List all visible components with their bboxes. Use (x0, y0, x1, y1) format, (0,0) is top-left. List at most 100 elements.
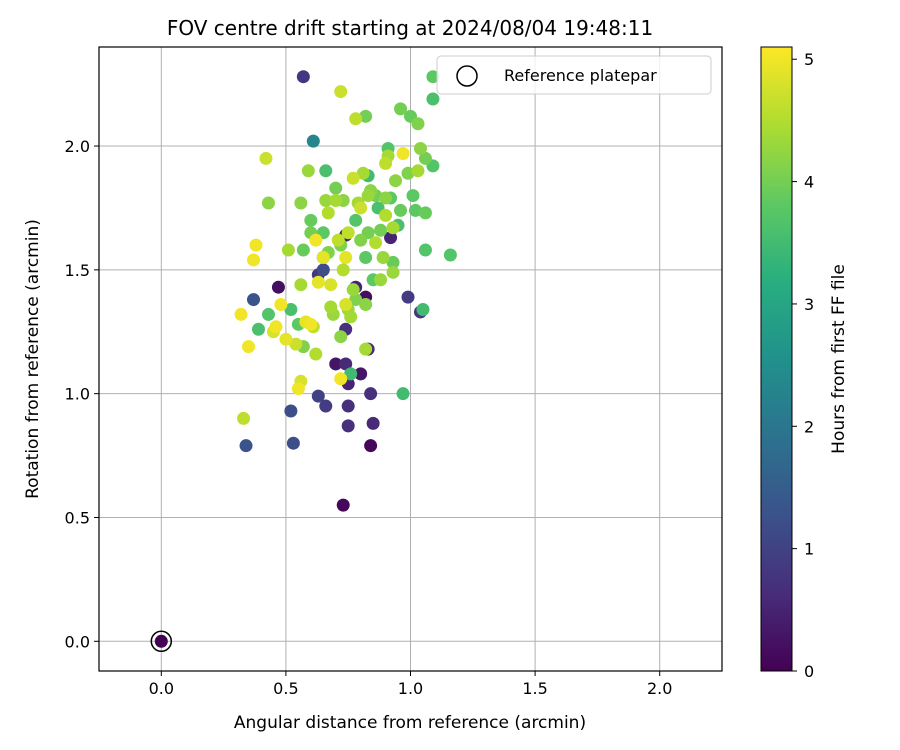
data-point (281, 243, 295, 257)
x-tick-label: 1.0 (398, 679, 423, 698)
data-point (334, 330, 348, 344)
x-tick-label: 0.5 (273, 679, 298, 698)
data-point (406, 189, 420, 203)
data-point (359, 250, 373, 264)
data-point (309, 347, 323, 361)
data-point (247, 293, 261, 307)
data-point (319, 194, 333, 208)
data-point (384, 231, 398, 245)
data-point (341, 226, 355, 240)
legend-entry-reference-platepar: Reference platepar (504, 66, 657, 85)
data-point (294, 278, 308, 292)
y-axis-label: Rotation from reference (arcmin) (23, 219, 43, 499)
data-point (296, 70, 310, 84)
data-point (331, 233, 345, 247)
data-point (304, 213, 318, 227)
data-point (329, 194, 343, 208)
x-tick-label: 2.0 (647, 679, 672, 698)
data-point (349, 293, 363, 307)
data-point (379, 156, 393, 170)
data-point (354, 233, 368, 247)
data-point (386, 221, 400, 235)
colorbar-gradient (760, 46, 793, 672)
data-point (329, 181, 343, 195)
data-point (291, 382, 305, 396)
legend-reference-marker (456, 65, 478, 87)
data-point (284, 302, 298, 316)
colorbar-tick-label: 5 (804, 50, 814, 69)
data-point (339, 298, 353, 312)
data-point (306, 134, 320, 148)
data-point (396, 146, 410, 160)
data-point (271, 280, 285, 294)
data-point (379, 208, 393, 222)
y-tick-label: 1.0 (65, 385, 90, 404)
data-point (341, 419, 355, 433)
data-point (346, 283, 360, 297)
data-point (394, 203, 408, 217)
colorbar-label: Hours from first FF file (829, 264, 849, 454)
data-point (374, 223, 388, 237)
y-tick-label: 0.5 (65, 508, 90, 527)
data-point (279, 332, 293, 346)
data-point (401, 166, 415, 180)
data-point (319, 399, 333, 413)
data-point (269, 320, 283, 334)
data-point (418, 151, 432, 165)
data-point (261, 196, 275, 210)
colorbar-tick-label: 1 (804, 540, 814, 559)
data-point (379, 191, 393, 205)
data-point (426, 70, 440, 84)
data-point (301, 164, 315, 178)
data-point (359, 109, 373, 123)
data-point (249, 238, 263, 252)
data-point (426, 92, 440, 106)
reference-point (154, 634, 168, 648)
y-tick-label: 1.5 (65, 261, 90, 280)
data-point (394, 102, 408, 116)
data-point (396, 387, 410, 401)
data-point (346, 171, 360, 185)
colorbar-ticks: 0 1 2 3 4 5 (792, 50, 814, 681)
data-point (329, 357, 343, 371)
data-point (261, 307, 275, 321)
data-point (386, 265, 400, 279)
data-points (234, 70, 457, 512)
data-point (344, 310, 358, 324)
colorbar: 0 1 2 3 4 5 Hours from first FF file (760, 46, 849, 681)
data-point (354, 201, 368, 215)
colorbar-tick-label: 0 (804, 662, 814, 681)
chart-title: FOV centre drift starting at 2024/08/04 … (167, 16, 653, 40)
data-point (418, 206, 432, 220)
data-point (413, 142, 427, 156)
data-point (411, 117, 425, 131)
data-point (339, 357, 353, 371)
data-point (284, 404, 298, 418)
data-point (443, 248, 457, 262)
data-point (364, 439, 378, 453)
data-point (389, 174, 403, 188)
data-point (296, 243, 310, 257)
data-point (324, 300, 338, 314)
y-tick-label: 2.0 (65, 137, 90, 156)
data-point (349, 112, 363, 126)
data-point (386, 255, 400, 269)
data-point (247, 253, 261, 267)
data-point (242, 340, 256, 354)
data-point (336, 263, 350, 277)
data-point (418, 243, 432, 257)
data-point (321, 206, 335, 220)
data-point (274, 298, 288, 312)
data-point (304, 317, 318, 331)
data-point (376, 250, 390, 264)
data-point (234, 307, 248, 321)
data-point (369, 236, 383, 250)
data-point (374, 273, 388, 287)
data-point (259, 151, 273, 165)
data-point (364, 387, 378, 401)
data-point (319, 164, 333, 178)
data-point (309, 233, 323, 247)
colorbar-tick-label: 2 (804, 417, 814, 436)
data-point (401, 290, 415, 304)
legend: Reference platepar (436, 55, 712, 95)
